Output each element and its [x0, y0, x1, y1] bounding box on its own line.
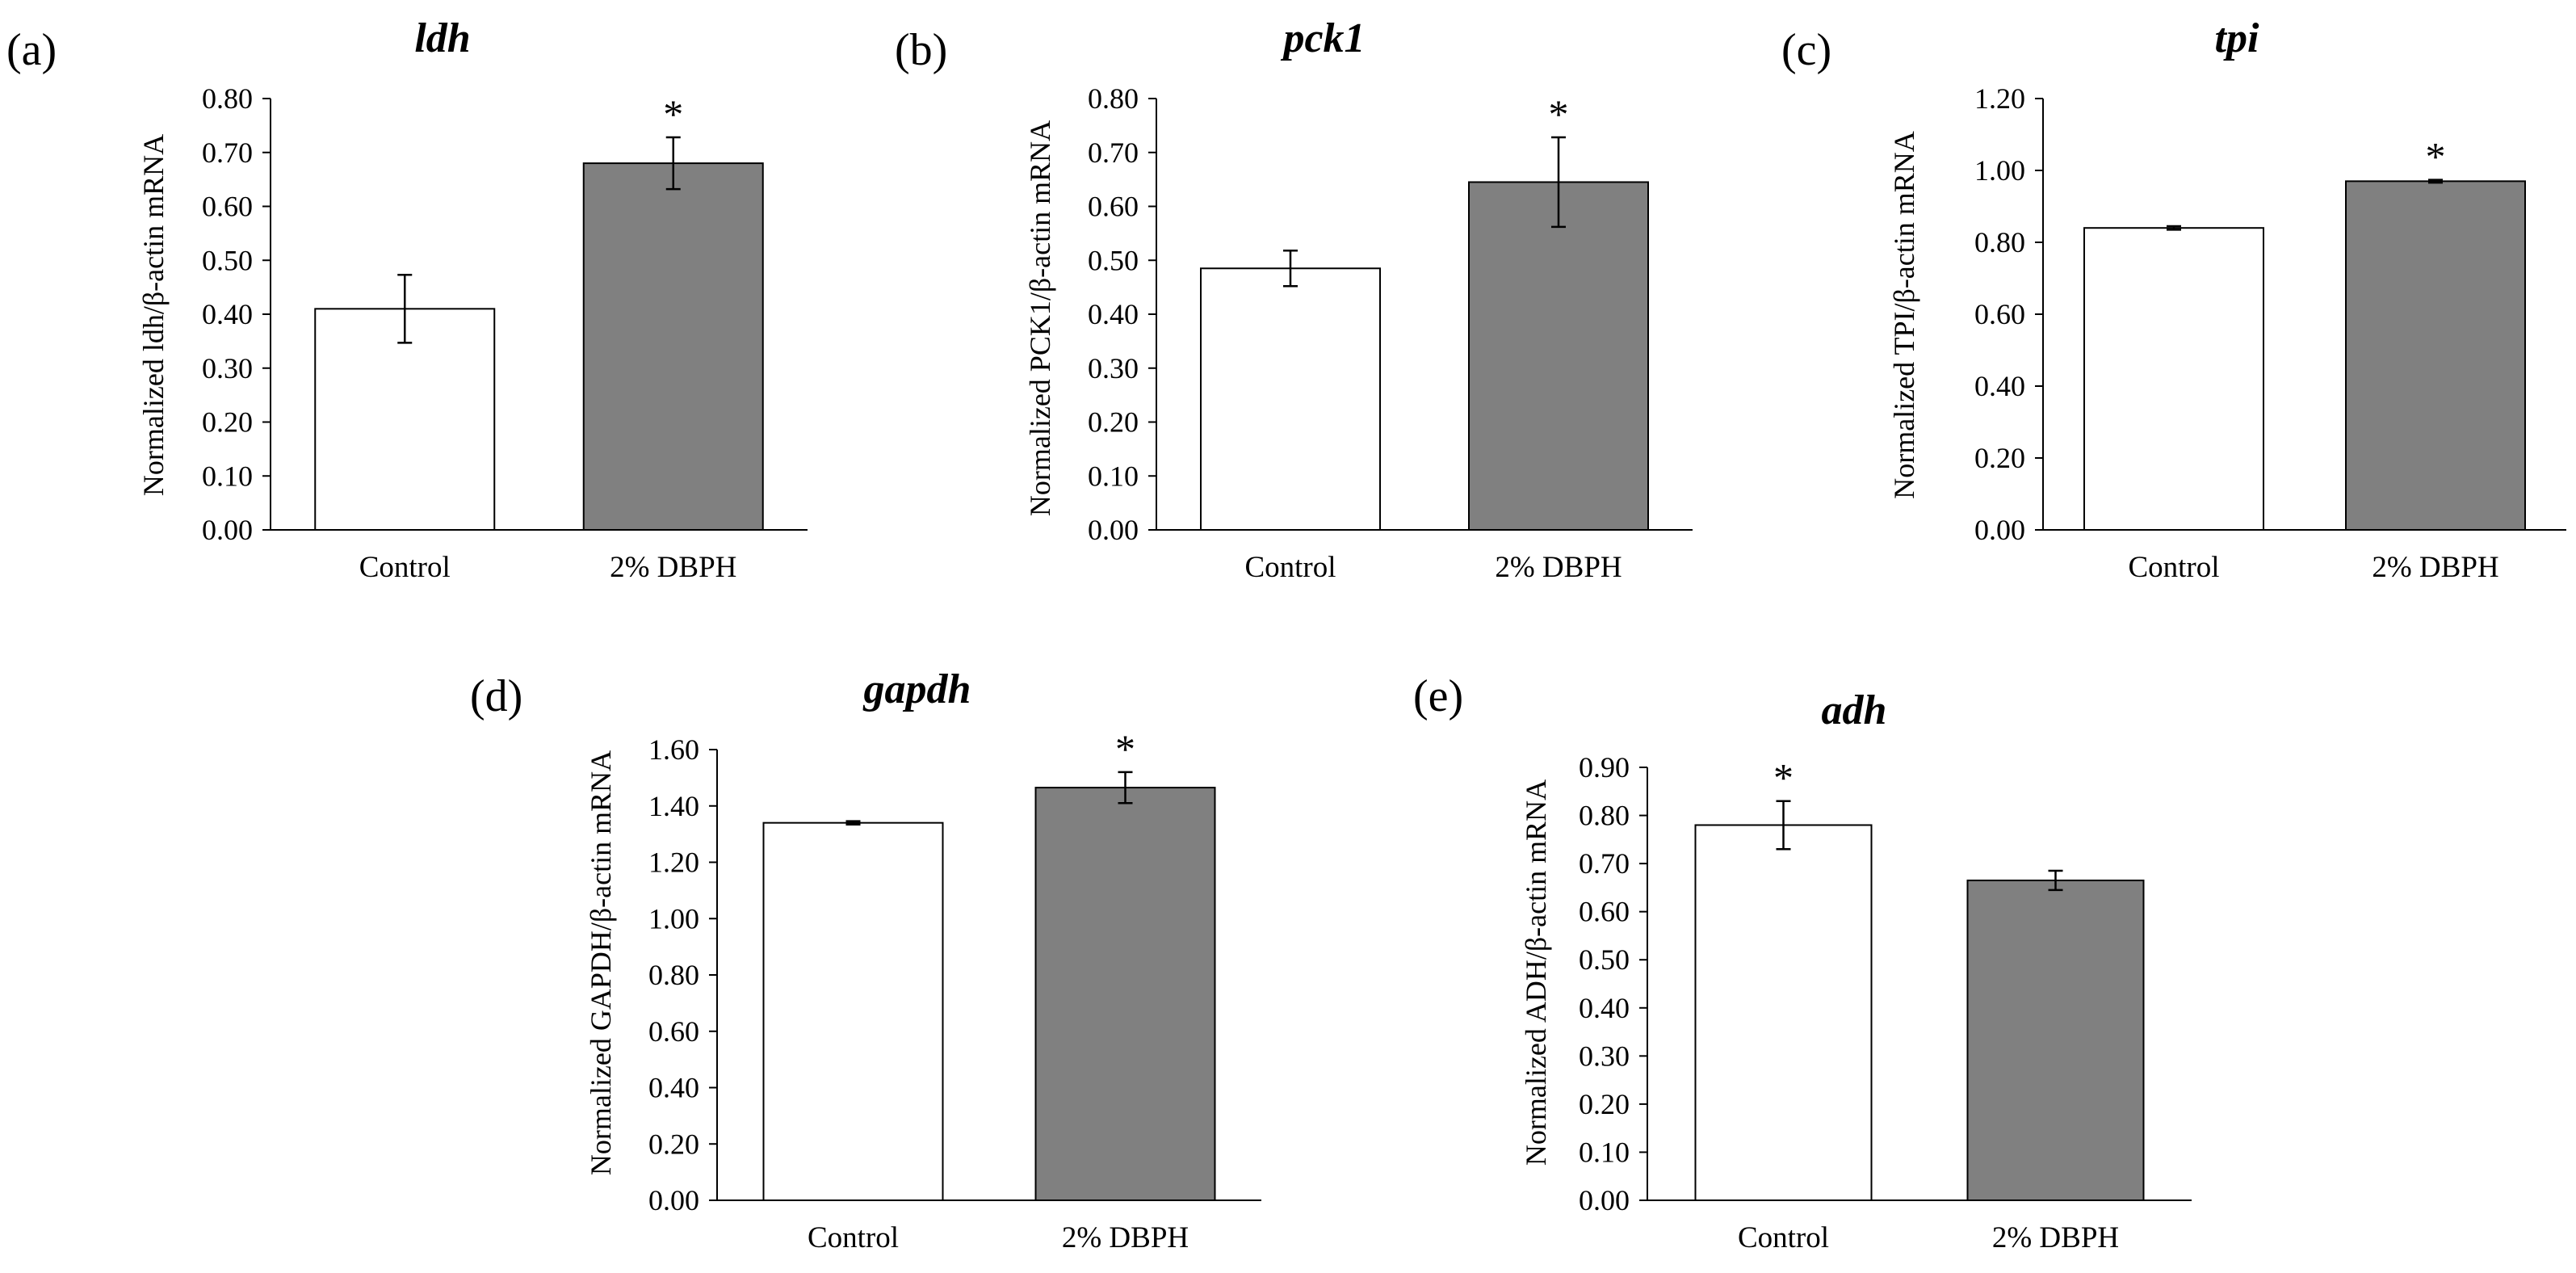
y-axis-label: Normalized ADH/β-actin mRNA	[1520, 779, 1552, 1166]
significance-marker: *	[1115, 726, 1135, 771]
y-tick-label: 0.60	[1579, 896, 1630, 928]
significance-marker: *	[663, 91, 683, 137]
panel-c: (c) tpi Normalized TPI/β-actin mRNA 0.00…	[1781, 15, 2566, 584]
y-tick-label: 0.20	[1088, 406, 1139, 439]
y-tick-label: 0.80	[1088, 82, 1139, 115]
x-category-label: 2% DBPH	[1495, 551, 1622, 584]
panel-e: (e) adh Normalized ADH/β-actin mRNA 0.00…	[1413, 671, 2192, 1254]
bar	[1468, 181, 1649, 531]
y-tick-label: 0.40	[1088, 298, 1139, 330]
plot-area: 0.00 0.20 0.40 0.60 0.80 1.00 1.20 1.40 1.60 Cont…	[648, 726, 1261, 1254]
y-tick-label: 0.80	[202, 82, 253, 115]
bar	[2345, 180, 2526, 531]
significance-marker: *	[1773, 755, 1794, 800]
bar	[762, 821, 944, 1201]
y-tick-label: 0.40	[202, 298, 253, 330]
x-category-label: Control	[1738, 1221, 1829, 1254]
x-category-label: Control	[359, 551, 451, 584]
y-tick-label: 0.70	[1088, 137, 1139, 169]
chart-title: adh	[1822, 687, 1887, 733]
y-tick-label: 0.20	[648, 1128, 699, 1160]
y-tick-label: 0.20	[1974, 442, 2025, 474]
bar	[2083, 227, 2264, 531]
y-tick-label: 1.00	[1974, 154, 2025, 187]
panel-d: (d) gapdh Normalized GAPDH/β-actin mRNA …	[470, 666, 1261, 1254]
x-category-label: Control	[808, 1221, 899, 1254]
y-tick-label: 0.10	[202, 460, 253, 492]
significance-marker: *	[2426, 134, 2446, 179]
y-axis-label: Normalized GAPDH/β-actin mRNA	[585, 750, 617, 1175]
y-axis-label: Normalized PCK1/β-actin mRNA	[1024, 120, 1056, 516]
y-tick-label: 0.00	[202, 514, 253, 546]
y-tick-label: 0.60	[1088, 191, 1139, 223]
plot-area: 0.00 0.10 0.20 0.30 0.40 0.50 0.60 0.70 0.80 0.90…	[1579, 751, 2192, 1254]
bar	[582, 162, 764, 531]
y-tick-label: 0.80	[648, 959, 699, 991]
panel-b: (b) pck1 Normalized PCK1/β-actin mRNA 0.…	[895, 15, 1693, 584]
bar	[1034, 787, 1216, 1201]
y-tick-label: 1.00	[648, 902, 699, 935]
plot-area: 0.00 0.20 0.40 0.60 0.80 1.00 1.20 Control * 2% D…	[1974, 82, 2566, 584]
plot-area: 0.00 0.10 0.20 0.30 0.40 0.50 0.60 0.70 0.80 Cont…	[1088, 82, 1693, 584]
panel-label: (a)	[6, 25, 57, 75]
panel-label: (b)	[895, 25, 947, 75]
y-tick-label: 0.00	[1579, 1184, 1630, 1216]
y-tick-label: 1.40	[648, 790, 699, 822]
chart-title: tpi	[2215, 15, 2259, 61]
y-tick-label: 0.30	[202, 352, 253, 384]
y-tick-label: 0.60	[1974, 298, 2025, 330]
bar	[314, 308, 496, 531]
y-tick-label: 1.20	[1974, 82, 2025, 115]
y-tick-label: 0.40	[1974, 370, 2025, 402]
x-category-label: 2% DBPH	[610, 551, 736, 584]
y-tick-label: 0.20	[1579, 1088, 1630, 1120]
y-tick-label: 0.80	[1579, 800, 1630, 832]
panel-label: (c)	[1781, 25, 1831, 75]
y-tick-label: 1.60	[648, 733, 699, 766]
y-tick-label: 0.50	[202, 244, 253, 276]
chart-title: pck1	[1280, 15, 1365, 61]
y-tick-label: 0.40	[648, 1072, 699, 1104]
y-tick-label: 0.20	[202, 406, 253, 439]
x-category-label: Control	[2128, 551, 2219, 584]
y-tick-label: 0.60	[202, 191, 253, 223]
y-tick-label: 0.50	[1579, 943, 1630, 976]
y-tick-label: 0.40	[1579, 992, 1630, 1024]
y-tick-label: 0.50	[1088, 244, 1139, 276]
chart-title: ldh	[414, 15, 470, 61]
panel-label: (e)	[1413, 671, 1463, 721]
y-tick-label: 0.10	[1088, 460, 1139, 492]
significance-marker: *	[1549, 91, 1569, 137]
y-tick-label: 0.70	[202, 137, 253, 169]
y-tick-label: 0.70	[1579, 847, 1630, 880]
y-tick-label: 0.10	[1579, 1136, 1630, 1168]
plot-area: 0.00 0.10 0.20 0.30 0.40 0.50 0.60 0.70 0.80 Cont…	[202, 82, 808, 584]
y-tick-label: 0.80	[1974, 226, 2025, 258]
y-axis-label: Normalized TPI/β-actin mRNA	[1888, 131, 1920, 499]
chart-title: gapdh	[863, 666, 971, 712]
panel-a: (a) ldh Normalized ldh/β-actin mRNA 0.00…	[6, 15, 808, 584]
y-tick-label: 0.00	[1088, 514, 1139, 546]
x-category-label: Control	[1244, 551, 1336, 584]
y-tick-label: 0.90	[1579, 751, 1630, 784]
y-tick-label: 0.60	[648, 1015, 699, 1048]
y-axis-label: Normalized ldh/β-actin mRNA	[137, 134, 170, 496]
x-category-label: 2% DBPH	[1992, 1221, 2119, 1254]
x-category-label: 2% DBPH	[1062, 1221, 1189, 1254]
y-tick-label: 0.30	[1088, 352, 1139, 384]
y-tick-label: 1.20	[648, 847, 699, 879]
x-category-label: 2% DBPH	[2372, 551, 2498, 584]
y-tick-label: 0.30	[1579, 1040, 1630, 1072]
bar	[1966, 879, 2145, 1201]
panel-label: (d)	[470, 671, 522, 721]
bar	[1694, 824, 1873, 1201]
y-tick-label: 0.00	[648, 1184, 699, 1216]
bar	[1200, 267, 1381, 531]
y-tick-label: 0.00	[1974, 514, 2025, 546]
